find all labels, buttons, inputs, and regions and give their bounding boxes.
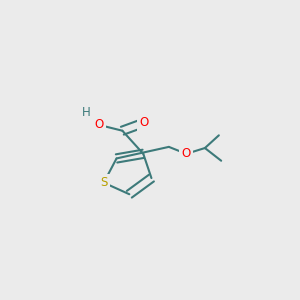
Text: O: O	[94, 118, 104, 131]
Text: S: S	[100, 176, 107, 189]
Text: O: O	[182, 147, 191, 160]
Text: O: O	[140, 116, 149, 129]
Text: H: H	[82, 106, 91, 119]
